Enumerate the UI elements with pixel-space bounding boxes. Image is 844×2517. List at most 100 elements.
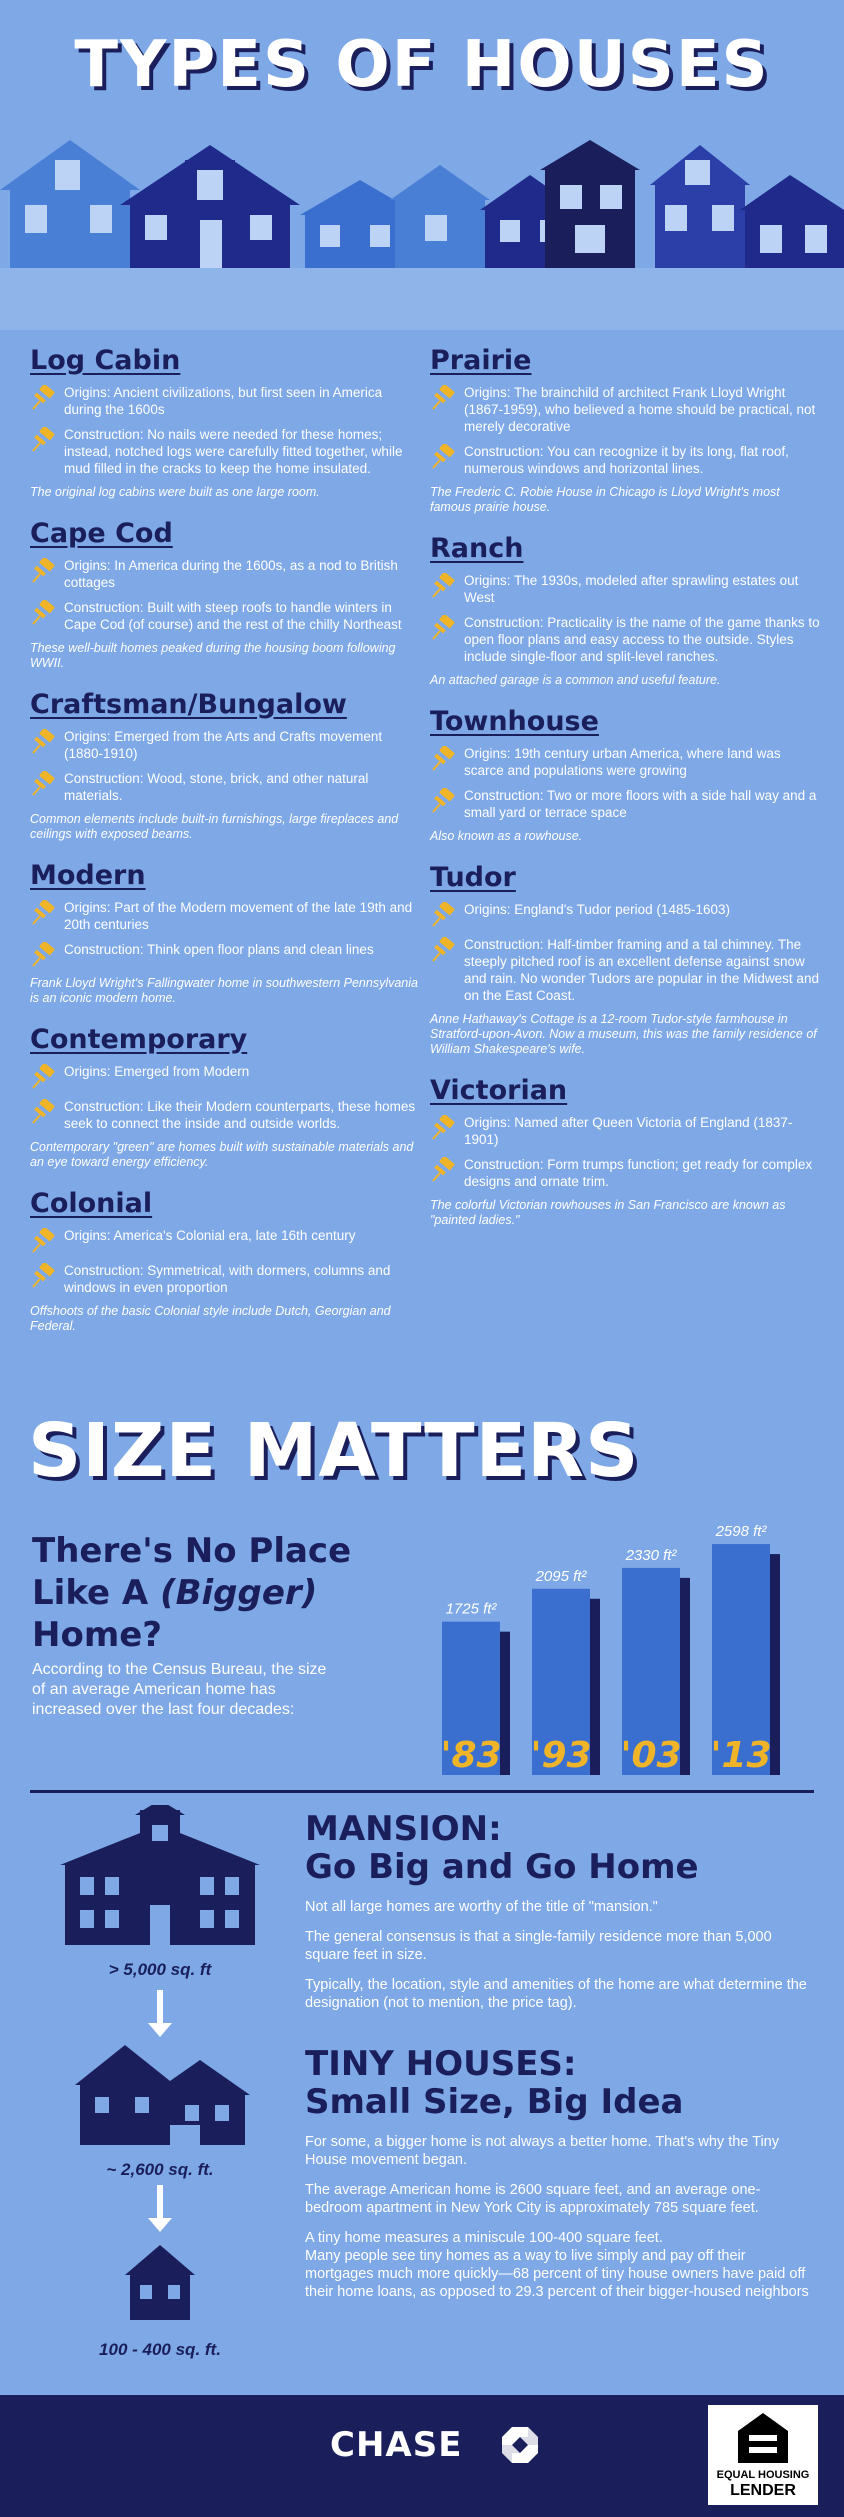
house-type-note: Frank Lloyd Wright's Fallingwater home i… [30,976,418,1005]
chart-heading-line-3: Home? [32,1615,163,1655]
equal-housing-text: EQUAL HOUSING [716,2469,810,2481]
origins-text: Origins: England's Tudor period (1485-16… [464,902,730,917]
arrow-down-icon [148,2185,172,2232]
house-type-name: Townhouse [430,706,599,737]
construction-bullet: Construction: Wood, stone, brick, and ot… [30,769,420,804]
tiny-paragraph: For some, a bigger home is not always a … [305,2134,779,2168]
construction-bullet: Construction: Practicality is the name o… [430,613,820,665]
origins-bullet: Origins: Part of the Modern movement of … [30,898,420,933]
house-type-name: Victorian [430,1075,568,1106]
house-type-name: Prairie [430,345,532,376]
bar-1 [532,1588,590,1775]
construction-text: Construction: No nails were needed for t… [64,427,403,476]
chart-heading: There's No Place Like A (Bigger) Home? [32,1530,372,1656]
house-type-note: The original log cabins were built as on… [30,485,320,499]
lender-text: LENDER [730,2482,796,2499]
construction-bullet: Construction: You can recognize it by it… [430,442,820,477]
medium-size-label: ~ 2,600 sq. ft. [106,2160,214,2179]
house-type-name: Contemporary [30,1024,248,1055]
pushpin-icon [430,1155,456,1183]
construction-text: Construction: Half-timber framing and a … [464,937,819,1003]
origins-text: Origins: Emerged from Modern [64,1064,250,1079]
chart-heading-line-2: Like A [32,1573,161,1613]
mansion-paragraph: The general consensus is that a single-f… [305,1929,772,1963]
bar-category-label: '03 [620,1735,681,1776]
construction-text: Construction: Built with steep roofs to … [64,600,402,632]
pushpin-icon [30,383,56,411]
pushpin-icon [30,556,56,584]
arrow-down-icon [148,1990,172,2037]
construction-text: Construction: Two or more floors with a … [464,788,817,820]
bar-category-label: '93 [530,1735,591,1776]
house-type-name: Colonial [30,1188,153,1219]
mansion-title-2: Go Big and Go Home [305,1847,699,1887]
house-type-note: An attached garage is a common and usefu… [430,673,721,687]
chart-heading-italic: (Bigger) [160,1573,318,1613]
medium-house-icon [75,2045,250,2145]
origins-bullet: Origins: The brainchild of architect Fra… [430,383,820,435]
origins-bullet: Origins: Emerged from Modern [30,1062,420,1090]
origins-bullet: Origins: Ancient civilizations, but firs… [30,383,420,418]
house-type-name: Ranch [430,533,524,564]
footer: CHASE EQUAL HOUSING LENDER [0,2395,844,2517]
tiny-paragraph: The average American home is 2600 square… [305,2182,761,2216]
house-types-right-column: Prairie Origins: The brainchild of archit… [430,345,820,1246]
pushpin-icon [430,442,456,470]
mansion-paragraph: Typically, the location, style and ameni… [305,1977,807,2011]
bar-value-label: 2598 ft² [715,1523,768,1540]
construction-bullet: Construction: Two or more floors with a … [430,786,820,821]
tiny-houses-section: TINY HOUSES: Small Size, Big Idea For so… [305,2045,815,2301]
house-type-note: Also known as a rowhouse. [430,829,583,843]
origins-bullet: Origins: America's Colonial era, late 16… [30,1226,420,1254]
construction-bullet: Construction: Half-timber framing and a … [430,935,820,1004]
house-type-entry: Colonial Origins: America's Colonial era,… [30,1188,420,1334]
construction-bullet: Construction: Form trumps function; get … [430,1155,820,1190]
pushpin-icon [30,1261,56,1289]
house-type-name: Log Cabin [30,345,181,376]
construction-text: Construction: Wood, stone, brick, and ot… [64,771,369,803]
size-matters-title: SIZE MATTERS [28,1408,640,1494]
house-type-note: Anne Hathaway's Cottage is a 12-room Tud… [430,1012,817,1056]
construction-bullet: Construction: Built with steep roofs to … [30,598,420,633]
house-type-entry: Contemporary Origins: Emerged from Modern… [30,1024,420,1170]
house-type-entry: Tudor Origins: England's Tudor period (14… [430,862,820,1057]
chase-octagon-logo-icon [502,2427,538,2463]
tiny-paragraph: A tiny home measures a miniscule 100-400… [305,2230,663,2246]
tiny-paragraph: Many people see tiny homes as a way to l… [305,2248,809,2300]
home-size-bar-chart: 1725 ft² '83 2095 ft² '93 2330 ft² '03 2598 ft… [440,1523,780,1776]
pushpin-icon [430,935,456,963]
bar-category-label: '13 [710,1735,771,1776]
pushpin-icon [430,786,456,814]
tiny-house-icon [125,2245,195,2320]
origins-text: Origins: America's Colonial era, late 16… [64,1228,356,1243]
pushpin-icon [430,1113,456,1141]
house-type-entry: Townhouse Origins: 19th century urban Ame… [430,706,820,844]
chart-heading-line-1: There's No Place [32,1531,352,1571]
construction-text: Construction: Think open floor plans and… [64,942,374,957]
bar-3 [712,1544,770,1775]
bar-2 [622,1567,680,1775]
house-type-note: These well-built homes peaked during the… [30,641,396,670]
house-type-note: Common elements include built-in furnish… [30,812,399,841]
pushpin-icon [30,898,56,926]
origins-bullet: Origins: In America during the 1600s, as… [30,556,420,591]
pushpin-icon [30,727,56,755]
pushpin-icon [430,613,456,641]
equal-housing-lender-logo: EQUAL HOUSING LENDER [708,2405,818,2505]
house-type-note: The colorful Victorian rowhouses in San … [430,1198,786,1227]
house-type-entry: Modern Origins: Part of the Modern moveme… [30,860,420,1006]
house-type-name: Modern [30,860,146,891]
pushpin-icon [30,1097,56,1125]
page-title: TYPES OF HOUSES [74,28,770,102]
house-type-entry: Cape Cod Origins: In America during the 1… [30,518,420,671]
house-type-note: The Frederic C. Robie House in Chicago i… [430,485,780,514]
pushpin-icon [30,769,56,797]
construction-text: Construction: Like their Modern counterp… [64,1099,416,1131]
house-type-note: Offshoots of the basic Colonial style in… [30,1304,391,1333]
chase-brand: CHASE [330,2425,463,2465]
pushpin-icon [430,571,456,599]
tiny-title-1: TINY HOUSES: [305,2044,577,2084]
pushpin-icon [430,744,456,772]
bar-value-label: 2330 ft² [625,1547,678,1564]
